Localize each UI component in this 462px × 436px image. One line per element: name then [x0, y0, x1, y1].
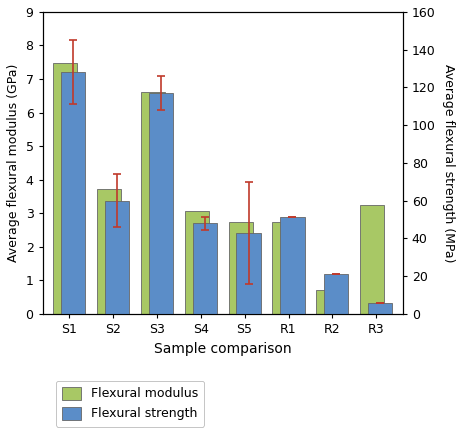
Bar	[360, 205, 384, 314]
Bar	[280, 217, 304, 314]
Bar	[368, 303, 392, 314]
Bar	[185, 211, 209, 314]
Legend: Flexural modulus, Flexural strength: Flexural modulus, Flexural strength	[56, 381, 205, 426]
Bar	[316, 290, 340, 314]
Y-axis label: Average flexural strength (MPa): Average flexural strength (MPa)	[442, 64, 455, 262]
Bar	[105, 201, 129, 314]
Y-axis label: Average flexural modulus (GPa): Average flexural modulus (GPa)	[7, 64, 20, 262]
X-axis label: Sample comparison: Sample comparison	[154, 341, 292, 355]
Bar	[61, 72, 85, 314]
Bar	[53, 63, 77, 314]
Bar	[141, 92, 165, 314]
Bar	[193, 223, 217, 314]
Bar	[324, 274, 348, 314]
Bar	[149, 93, 173, 314]
Bar	[97, 189, 121, 314]
Bar	[273, 221, 297, 314]
Bar	[237, 233, 261, 314]
Bar	[229, 221, 253, 314]
